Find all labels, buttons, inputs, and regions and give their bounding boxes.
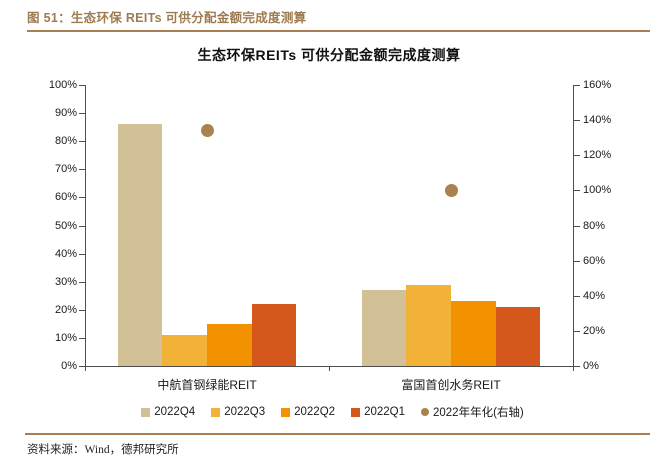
- top-divider: [27, 30, 650, 32]
- legend-square-marker: [351, 407, 361, 417]
- bar-2022Q4-富国首创水务REIT: [361, 290, 407, 366]
- y-axis-left-tick: [79, 85, 85, 86]
- legend-square-marker: [141, 407, 151, 417]
- legend-item: 2022Q2: [281, 406, 335, 418]
- y-axis-left-label: 60%: [54, 191, 77, 203]
- legend-dot-marker: [421, 408, 429, 416]
- x-axis: [85, 366, 574, 367]
- y-axis-left-tick: [79, 169, 85, 170]
- legend-label: 2022年年化(右轴): [433, 407, 524, 419]
- x-axis-tick: [573, 367, 574, 371]
- bar-2022Q3-富国首创水务REIT: [406, 284, 451, 366]
- legend-square-marker: [211, 407, 221, 417]
- y-axis-left-tick: [79, 254, 85, 255]
- legend-label: 2022Q2: [294, 406, 336, 418]
- y-axis-right-tick: [574, 366, 580, 367]
- y-axis-right-label: 120%: [583, 149, 612, 161]
- y-axis-left-label: 70%: [54, 163, 77, 175]
- y-axis-left-tick: [79, 338, 85, 339]
- y-axis-left-tick: [79, 226, 85, 227]
- y-axis-right-tick: [574, 226, 580, 227]
- y-axis-left-label: 30%: [54, 276, 77, 288]
- y-axis-left-label: 50%: [54, 220, 77, 232]
- bar-2022Q2-中航首钢绿能REIT: [207, 323, 252, 366]
- y-axis-left-tick: [79, 310, 85, 311]
- y-axis-left-label: 80%: [54, 135, 77, 147]
- bar-2022Q1-富国首创水务REIT: [495, 307, 541, 366]
- y-axis-right-tick: [574, 261, 580, 262]
- y-axis-right-label: 100%: [583, 184, 612, 196]
- y-axis-left-tick: [79, 113, 85, 114]
- y-axis-right-label: 0%: [583, 360, 599, 372]
- source-note: 资料来源：Wind，德邦研究所: [27, 444, 179, 456]
- y-axis-right-tick: [574, 296, 580, 297]
- bar-2022Q3-中航首钢绿能REIT: [162, 335, 207, 366]
- y-axis-left-tick: [79, 366, 85, 367]
- legend-square-marker: [281, 407, 291, 417]
- y-axis-right-label: 40%: [583, 290, 606, 302]
- y-axis-left-label: 10%: [54, 332, 77, 344]
- point-2022年年化(右轴)-中航首钢绿能REIT: [200, 124, 214, 138]
- y-axis-left-tick: [79, 282, 85, 283]
- y-axis-left-tick: [79, 141, 85, 142]
- y-axis-left-label: 40%: [54, 248, 77, 260]
- bar-2022Q2-富国首创水务REIT: [451, 301, 496, 366]
- legend-item: 2022Q1: [351, 406, 405, 418]
- x-axis-tick: [85, 367, 86, 371]
- y-axis-left-label: 100%: [48, 79, 77, 91]
- chart-title: 生态环保REITs 可供分配金额完成度测算: [197, 47, 461, 63]
- y-axis-left-label: 90%: [54, 107, 77, 119]
- legend-label: 2022Q1: [364, 406, 405, 418]
- figure-caption: 图 51：生态环保 REITs 可供分配金额完成度测算: [27, 11, 307, 25]
- y-axis-left-label: 0%: [61, 360, 77, 372]
- y-axis-right-tick: [574, 85, 580, 86]
- point-2022年年化(右轴)-富国首创水务REIT: [444, 183, 458, 197]
- legend-label: 2022Q3: [224, 406, 266, 418]
- y-axis-right-tick: [574, 331, 580, 332]
- x-axis-category-label: 中航首钢绿能REIT: [157, 378, 257, 392]
- bar-2022Q1-中航首钢绿能REIT: [251, 304, 297, 366]
- legend-item: 2022年年化(右轴): [421, 404, 524, 420]
- legend-item: 2022Q3: [211, 406, 265, 418]
- y-axis-right-label: 20%: [583, 325, 606, 337]
- x-axis-tick: [329, 367, 330, 371]
- x-axis-category-label: 富国首创水务REIT: [401, 378, 501, 392]
- y-axis-right-label: 80%: [583, 220, 606, 232]
- y-axis-right-label: 60%: [583, 255, 606, 267]
- y-axis-right-tick: [574, 190, 580, 191]
- legend-label: 2022Q4: [154, 406, 196, 418]
- y-axis-right-tick: [574, 155, 580, 156]
- y-axis-right: [573, 85, 574, 367]
- legend-item: 2022Q4: [141, 406, 195, 418]
- y-axis-right-tick: [574, 120, 580, 121]
- y-axis-left-tick: [79, 197, 85, 198]
- chart-legend: 2022Q4 2022Q3 2022Q2 2022Q1 2022年年化(右轴): [60, 404, 605, 420]
- y-axis-left: [85, 85, 86, 367]
- bottom-divider: [25, 433, 650, 435]
- bar-2022Q4-中航首钢绿能REIT: [117, 124, 163, 366]
- y-axis-right-label: 160%: [583, 79, 612, 91]
- y-axis-right-label: 140%: [583, 114, 612, 126]
- y-axis-left-label: 20%: [54, 304, 77, 316]
